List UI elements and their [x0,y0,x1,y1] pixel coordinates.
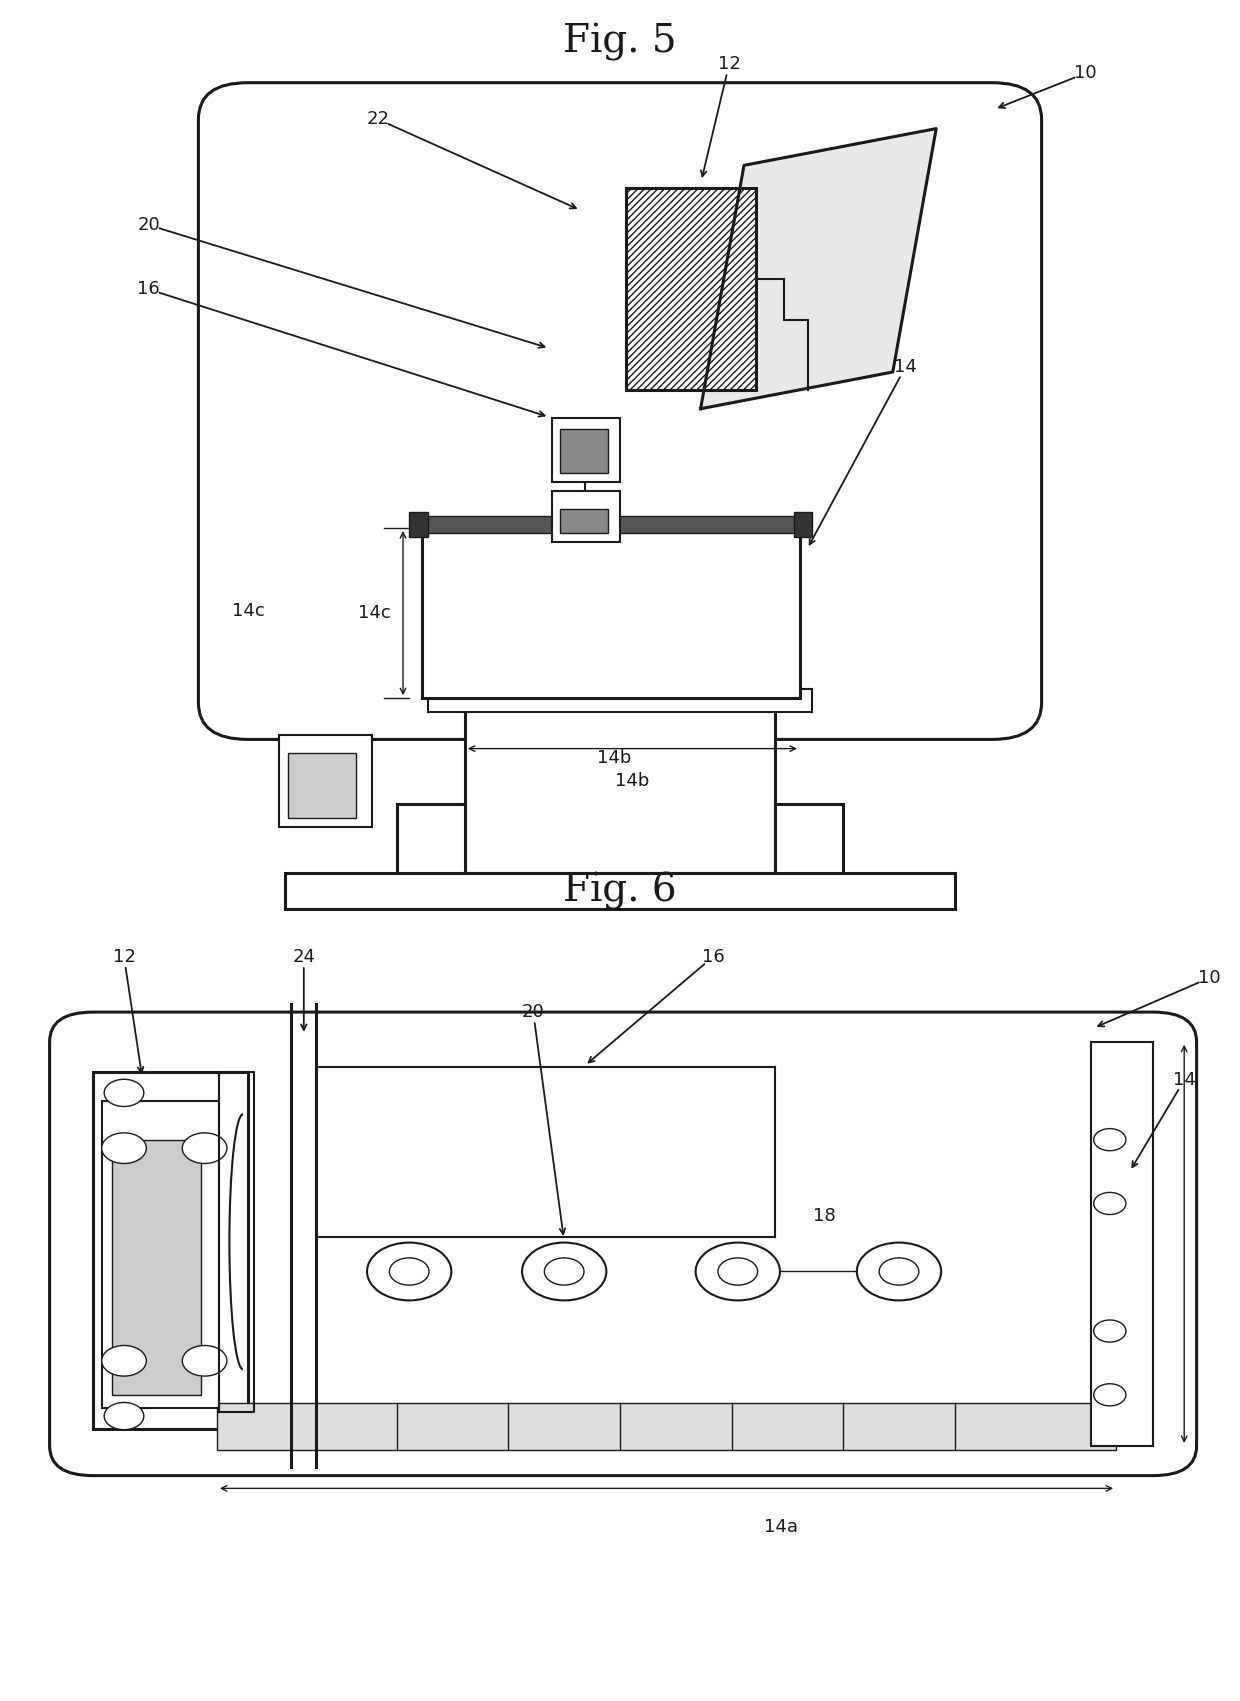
Circle shape [857,1242,941,1301]
Polygon shape [701,129,936,408]
Text: Fig. 5: Fig. 5 [563,24,677,61]
Bar [560,429,608,473]
Circle shape [104,1080,144,1106]
Bar [285,873,955,910]
Text: 12: 12 [113,947,135,966]
Circle shape [104,1402,144,1429]
Bar [422,527,800,697]
Text: 20: 20 [138,216,160,235]
Bar [415,515,806,532]
Bar [794,512,812,538]
Circle shape [1094,1385,1126,1405]
Text: 14: 14 [894,359,916,376]
Bar [102,1102,219,1408]
Text: 18: 18 [813,1206,836,1225]
Text: 10: 10 [1198,970,1220,987]
Bar [552,418,620,483]
Text: 14c: 14c [358,604,391,623]
Circle shape [102,1133,146,1163]
Bar [93,1072,248,1429]
Circle shape [696,1242,780,1301]
Circle shape [879,1259,919,1286]
Text: 10: 10 [1074,65,1096,82]
Bar [1091,1041,1153,1446]
Text: 16: 16 [138,281,160,298]
Text: 14: 14 [1173,1072,1195,1089]
FancyBboxPatch shape [50,1012,1197,1475]
Bar [397,805,465,873]
Text: Fig. 6: Fig. 6 [563,873,677,910]
Bar [217,1403,1116,1449]
Bar [316,1068,775,1238]
Bar [626,189,756,391]
Text: 20: 20 [522,1004,544,1021]
Text: 14a: 14a [764,1519,799,1536]
Circle shape [389,1259,429,1286]
Circle shape [182,1133,227,1163]
Bar [288,754,356,818]
FancyBboxPatch shape [198,83,1042,740]
Text: 12: 12 [718,56,740,73]
Circle shape [544,1259,584,1286]
Bar [552,490,620,543]
Text: 22: 22 [367,111,389,128]
Circle shape [1094,1129,1126,1150]
Circle shape [1094,1320,1126,1342]
Text: 14b: 14b [596,748,631,767]
Circle shape [182,1345,227,1376]
Bar [626,189,756,391]
Circle shape [1094,1192,1126,1215]
Bar [279,735,372,827]
Bar [112,1140,201,1395]
Circle shape [102,1345,146,1376]
Bar [428,689,812,711]
Text: 16: 16 [702,947,724,966]
Circle shape [367,1242,451,1301]
Text: 24: 24 [293,947,315,966]
Bar [560,509,608,532]
Bar [775,805,843,873]
Text: 14c: 14c [232,602,264,619]
Bar [409,512,428,538]
Text: 14b: 14b [615,772,650,789]
Circle shape [522,1242,606,1301]
Bar [465,697,775,873]
Circle shape [718,1259,758,1286]
